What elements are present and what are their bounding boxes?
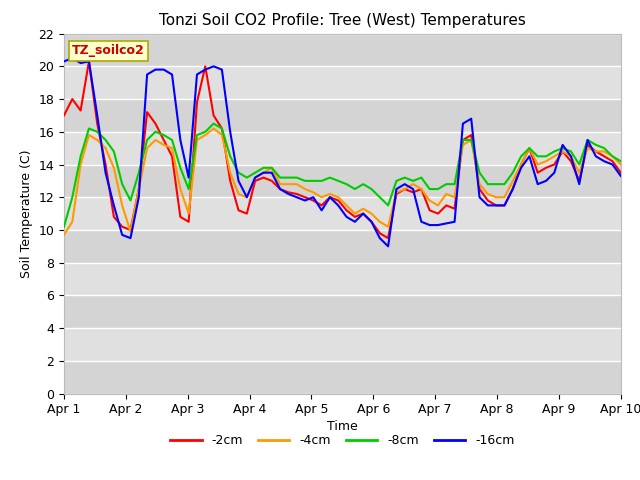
Bar: [64, 197, 621, 230]
Title: Tonzi Soil CO2 Profile: Tree (West) Temperatures: Tonzi Soil CO2 Profile: Tree (West) Temp…: [159, 13, 526, 28]
Text: TZ_soilco2: TZ_soilco2: [72, 44, 145, 58]
Bar: [64, 263, 621, 295]
Bar: [64, 230, 621, 263]
Bar: [64, 165, 621, 197]
Bar: [64, 361, 621, 394]
Legend: -2cm, -4cm, -8cm, -16cm: -2cm, -4cm, -8cm, -16cm: [165, 429, 520, 452]
Bar: [64, 34, 621, 66]
Bar: [64, 328, 621, 361]
Bar: [64, 99, 621, 132]
Bar: [64, 295, 621, 328]
Bar: [64, 66, 621, 99]
X-axis label: Time: Time: [327, 420, 358, 433]
Bar: [64, 132, 621, 165]
Y-axis label: Soil Temperature (C): Soil Temperature (C): [20, 149, 33, 278]
